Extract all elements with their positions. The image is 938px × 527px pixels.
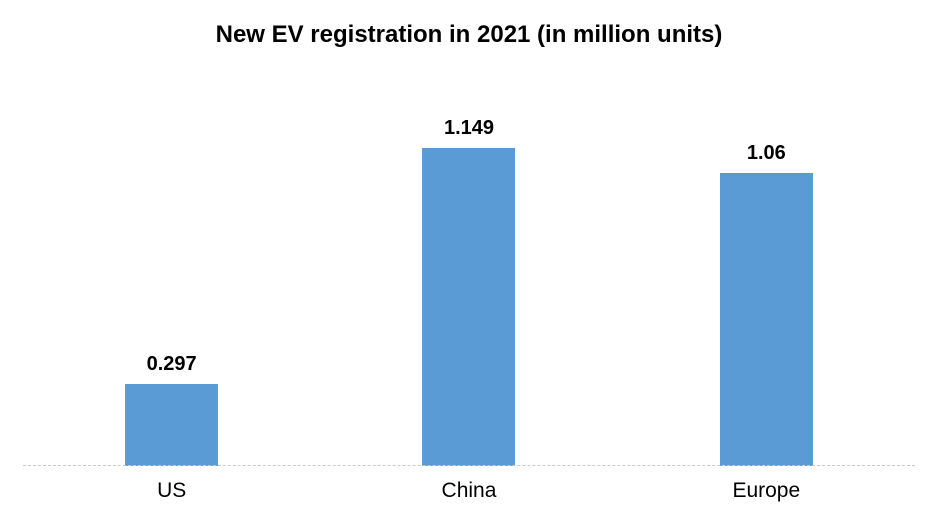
- bar-group-china: 1.149: [320, 0, 617, 466]
- chart-title: New EV registration in 2021 (in million …: [215, 21, 723, 48]
- category-label-china: China: [441, 479, 497, 502]
- bar-us: [125, 384, 219, 466]
- bar-china: [422, 148, 516, 466]
- x-axis-labels: US China Europe: [23, 479, 915, 503]
- value-label-china: 1.149: [443, 117, 495, 139]
- plot-area: 0.297 1.149 1.06: [23, 0, 915, 466]
- x-axis-line: [23, 465, 915, 466]
- bar-europe: [719, 173, 813, 466]
- value-label-us: 0.297: [146, 353, 197, 375]
- category-label-us: US: [157, 479, 187, 502]
- value-label-europe: 1.06: [746, 142, 786, 164]
- bar-group-europe: 1.06: [618, 0, 915, 466]
- bar-group-us: 0.297: [23, 0, 320, 466]
- category-label-europe: Europe: [732, 479, 801, 502]
